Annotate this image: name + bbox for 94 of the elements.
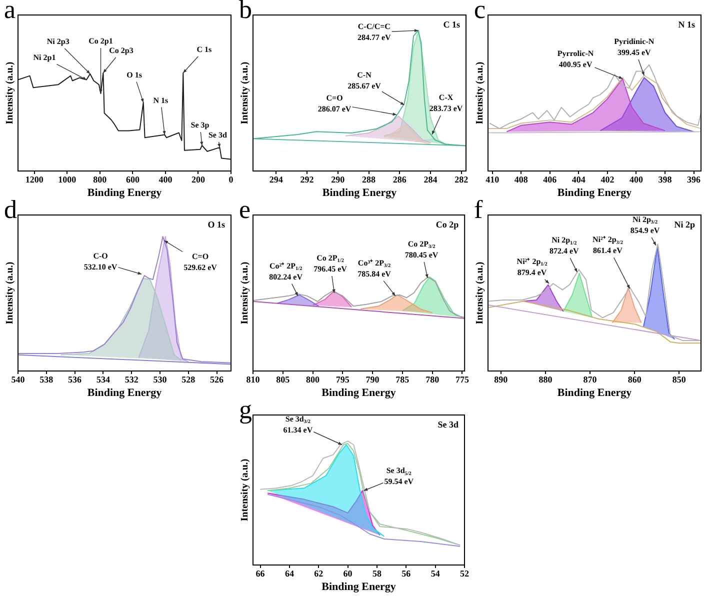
x-tick-label: 284 bbox=[424, 174, 438, 185]
annotation: C-N 285.67 eV bbox=[348, 70, 382, 91]
annotation: Ni 2p1 bbox=[33, 52, 56, 62]
x-tick-label: 66 bbox=[256, 568, 266, 579]
x-tick-label: 58 bbox=[372, 568, 382, 579]
x-tick-label: 290 bbox=[331, 174, 346, 185]
x-tick-label: 406 bbox=[543, 174, 558, 185]
x-tick-label: 780 bbox=[426, 374, 440, 385]
annotation: C=O 286.07 eV bbox=[318, 93, 352, 114]
x-tick-label: 532 bbox=[124, 374, 139, 385]
x-tick-label: 54 bbox=[430, 568, 440, 579]
x-tick-label: 800 bbox=[93, 174, 108, 185]
x-axis-title: Binding Energy bbox=[322, 581, 396, 594]
text: d bbox=[4, 194, 17, 224]
x-tick-label: 540 bbox=[11, 374, 26, 385]
x-tick-label: 538 bbox=[40, 374, 54, 385]
x-tick-label: 850 bbox=[672, 374, 686, 385]
x-tick-label: 288 bbox=[362, 174, 376, 185]
x-tick-label: 870 bbox=[583, 374, 598, 385]
x-axis-title: Binding Energy bbox=[322, 187, 398, 200]
x-tick-label: 1000 bbox=[58, 174, 77, 185]
annotation: C=O 529.62 eV bbox=[184, 252, 218, 272]
annotation: Se 3d bbox=[208, 130, 228, 140]
x-tick-label: 785 bbox=[396, 374, 410, 385]
y-axis-title: Intensity (a.u.) bbox=[240, 458, 251, 522]
x-tick-label: 294 bbox=[269, 174, 284, 185]
x-axis-title: Binding Energy bbox=[87, 187, 162, 200]
chart-title: Ni 2p bbox=[674, 219, 696, 230]
x-tick-label: 600 bbox=[126, 174, 140, 185]
y-axis-title: Intensity (a.u.) bbox=[240, 62, 251, 124]
chart-title: N 1s bbox=[678, 19, 696, 30]
x-tick-label: 1200 bbox=[25, 174, 44, 185]
y-axis-title: Intensity (a.u.) bbox=[240, 262, 251, 324]
x-tick-label: 396 bbox=[687, 174, 702, 185]
x-tick-label: 526 bbox=[210, 374, 224, 385]
annotation: C-O 532.10 eV bbox=[84, 252, 118, 272]
y-axis-title: Intensity (a.u.) bbox=[4, 262, 16, 324]
x-tick-label: 530 bbox=[153, 374, 168, 385]
x-tick-label: 805 bbox=[276, 374, 290, 385]
x-tick-label: 400 bbox=[158, 174, 173, 185]
x-axis-title: Binding Energy bbox=[557, 187, 632, 200]
annotation: O 1s bbox=[126, 70, 142, 80]
text: c bbox=[474, 0, 486, 24]
x-tick-label: 62 bbox=[314, 568, 324, 579]
x-tick-label: 400 bbox=[629, 174, 644, 185]
annotation: Se 3p bbox=[190, 120, 210, 130]
x-tick-label: 795 bbox=[336, 374, 350, 385]
x-tick-label: 0 bbox=[228, 174, 234, 185]
x-tick-label: 534 bbox=[96, 374, 110, 385]
x-tick-label: 880 bbox=[538, 374, 553, 385]
x-tick-label: 775 bbox=[455, 374, 470, 385]
x-tick-label: 282 bbox=[454, 174, 469, 185]
x-tick-label: 528 bbox=[182, 374, 196, 385]
x-tick-label: 800 bbox=[306, 374, 320, 385]
annotation: Co 2p3 bbox=[109, 46, 134, 55]
x-tick-label: 404 bbox=[572, 174, 586, 185]
y-axis-title: Intensity (a.u.) bbox=[4, 62, 16, 124]
x-tick-label: 402 bbox=[600, 174, 615, 185]
chart-title: O 1s bbox=[208, 219, 226, 230]
x-axis-title: Binding Energy bbox=[322, 387, 396, 400]
annotation: C-X 283.73 eV bbox=[429, 93, 463, 114]
x-tick-label: 790 bbox=[366, 374, 380, 385]
text: e bbox=[239, 194, 251, 224]
annotation: C 1s bbox=[196, 44, 212, 54]
annotation: Ni 2p3 bbox=[46, 36, 70, 46]
annotation: N 1s bbox=[153, 96, 168, 105]
x-tick-label: 410 bbox=[486, 174, 500, 185]
x-tick-label: 200 bbox=[191, 174, 206, 185]
text: b bbox=[239, 0, 252, 24]
annotation: Pyrrolic-N 400.95 eV bbox=[557, 49, 594, 70]
x-tick-label: 398 bbox=[658, 174, 672, 185]
chart-title: Se 3d bbox=[438, 419, 459, 430]
text: g bbox=[239, 394, 252, 424]
x-tick-label: 408 bbox=[514, 174, 528, 185]
annotation: C-C/C=C 284.77 eV bbox=[357, 22, 392, 42]
x-axis-title: Binding Energy bbox=[87, 387, 162, 400]
annotation: Co 2p1 bbox=[88, 36, 113, 46]
x-tick-label: 292 bbox=[300, 174, 314, 185]
annotation: Pyridinic-N 399.45 eV bbox=[614, 37, 654, 58]
x-tick-label: 60 bbox=[343, 568, 353, 579]
x-tick-label: 890 bbox=[494, 374, 508, 385]
x-tick-label: 286 bbox=[392, 174, 407, 185]
x-tick-label: 810 bbox=[246, 374, 260, 385]
x-axis-title: Binding Energy bbox=[557, 387, 632, 400]
x-tick-label: 536 bbox=[68, 374, 82, 385]
x-tick-label: 64 bbox=[284, 568, 294, 579]
text: a bbox=[4, 0, 16, 24]
x-tick-label: 860 bbox=[628, 374, 642, 385]
x-tick-label: 52 bbox=[460, 568, 470, 579]
x-tick-label: 56 bbox=[402, 568, 412, 579]
y-axis-title: Intensity (a.u.) bbox=[474, 262, 486, 324]
y-axis-title: Intensity (a.u.) bbox=[474, 62, 486, 124]
chart-title: Co 2p bbox=[436, 219, 459, 230]
chart-title: C 1s bbox=[443, 19, 460, 30]
